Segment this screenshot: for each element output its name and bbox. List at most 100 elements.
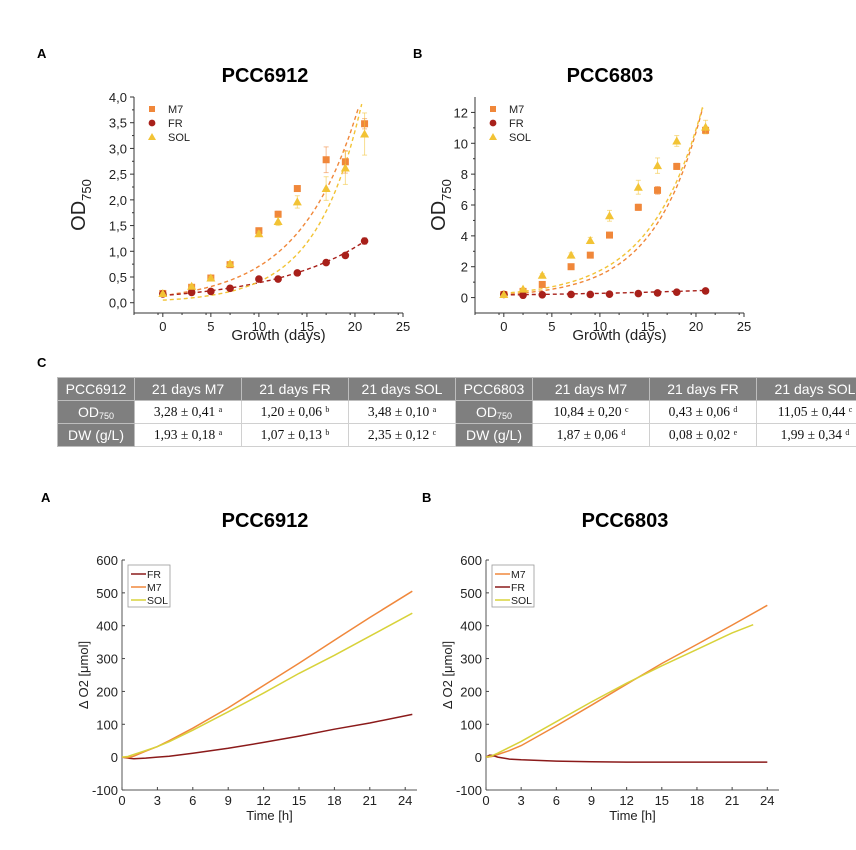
data-point-m7 [567, 263, 575, 271]
x-tick-label: 10 [593, 319, 607, 334]
data-point-sol [566, 250, 576, 259]
y-tick-label: 0 [461, 291, 468, 306]
data-point-fr [360, 237, 369, 245]
table-header-row: PCC6912 21 days M7 21 days FR 21 days SOL PC… [57, 377, 856, 401]
data-point-fr [187, 288, 196, 297]
table-value-cell: 1,20 ± 0,06 b [241, 400, 349, 424]
data-point-sol [360, 129, 370, 138]
panel-label-b-bottom: B [422, 490, 432, 505]
y-tick-label: 4,0 [109, 90, 127, 105]
data-point-fr [274, 275, 282, 283]
legend-label: SOL [509, 132, 531, 144]
x-tick-label: 12 [256, 793, 270, 808]
x-tick-label: 10 [252, 319, 266, 334]
table-value-cell: 0,08 ± 0,02 e [649, 423, 757, 447]
x-tick-label: 15 [300, 319, 314, 334]
data-point-fr [605, 290, 614, 298]
legend-label: M7 [147, 582, 162, 594]
table-header-cell: PCC6912 [57, 377, 135, 401]
legend-label: M7 [168, 104, 183, 116]
y-tick-label: 3,5 [109, 116, 127, 131]
fit-line-sol [162, 103, 363, 301]
legend-marker-m7 [149, 106, 155, 112]
legend-marker-sol [148, 133, 156, 140]
data-point-sol [187, 281, 197, 290]
data-point-sol [585, 235, 595, 244]
x-tick-label: 20 [689, 319, 703, 334]
data-point-fr [255, 275, 263, 283]
y-tick-label: 12 [454, 105, 468, 120]
chart-title: PCC6912 [222, 65, 309, 87]
series-line-fr [485, 754, 768, 763]
legend-label: FR [147, 569, 161, 581]
y-tick-label: 100 [96, 717, 118, 732]
x-tick-label: 15 [641, 319, 655, 334]
y-tick-label: 300 [96, 652, 118, 667]
x-tick-label: 24 [760, 793, 774, 808]
data-point-fr [322, 258, 330, 267]
y-tick-label: 1,5 [109, 219, 127, 234]
y-tick-label: 500 [460, 586, 482, 601]
x-tick-label: 0 [159, 319, 166, 334]
data-point-m7 [654, 186, 662, 194]
data-point-sol [633, 182, 643, 191]
table-value-cell: 1,99 ± 0,34 d [756, 423, 856, 447]
legend-label: FR [511, 582, 525, 594]
results-table: PCC6912 21 days M7 21 days FR 21 days SOL PC… [57, 377, 856, 447]
data-point-fr [293, 269, 302, 277]
table-value-cell: 0,43 ± 0,06 d [649, 400, 757, 424]
x-tick-label: 5 [207, 319, 214, 334]
legend-marker-m7 [490, 106, 496, 112]
x-axis-label: Time [h] [246, 808, 292, 823]
x-tick-label: 24 [398, 793, 412, 808]
data-point-sol [225, 259, 235, 268]
legend-marker-fr [148, 119, 156, 127]
y-tick-label: 2,5 [109, 167, 127, 182]
panel-label-c: C [37, 355, 47, 370]
data-point-m7 [586, 251, 594, 259]
data-point-m7 [606, 231, 613, 239]
y-tick-label: 0 [475, 750, 482, 765]
x-tick-label: 9 [225, 793, 232, 808]
data-point-sol [321, 184, 331, 193]
y-tick-label: 100 [460, 717, 482, 732]
legend-label: SOL [168, 132, 190, 144]
table-value-cell: 1,07 ± 0,13 b [241, 423, 349, 447]
data-point-fr [341, 251, 350, 260]
y-tick-label: 2 [461, 260, 468, 275]
x-tick-label: 6 [553, 793, 560, 808]
x-tick-label: 15 [655, 793, 669, 808]
x-tick-label: 9 [588, 793, 595, 808]
table-row-label: DW (g/L) [455, 423, 533, 447]
legend-box [491, 564, 535, 608]
data-point-sol [292, 197, 302, 206]
x-tick-label: 18 [690, 793, 704, 808]
legend-label: FR [509, 118, 524, 130]
x-tick-label: 25 [737, 319, 751, 334]
data-point-fr [634, 289, 643, 298]
y-tick-label: 6 [461, 198, 468, 213]
table-header-cell: 21 days FR [241, 377, 349, 401]
y-tick-label: 200 [96, 684, 118, 699]
data-point-fr [653, 289, 662, 297]
table-value-cell: 2,35 ± 0,12 c [348, 423, 456, 447]
data-point-sol [672, 136, 682, 145]
x-axis-label: Growth (days) [231, 327, 325, 344]
data-point-fr [207, 287, 215, 296]
table-row: OD750 3,28 ± 0,41 a 1,20 ± 0,06 b 3,48 ± 0,… [57, 400, 856, 424]
legend-label: M7 [509, 104, 524, 116]
data-point-sol [537, 270, 547, 279]
x-tick-label: 5 [548, 319, 555, 334]
y-tick-label: 2,0 [109, 193, 127, 208]
table-row: DW (g/L) 1,93 ± 0,18 a 1,07 ± 0,13 b 2,35 ±… [57, 423, 856, 447]
y-tick-label: 3,0 [109, 141, 127, 156]
data-point-sol [499, 289, 509, 298]
table-row-label: OD750 [57, 400, 135, 424]
y-tick-label: 300 [460, 652, 482, 667]
y-tick-label: -100 [92, 783, 118, 798]
legend-label: M7 [511, 569, 526, 581]
data-point-sol [701, 122, 711, 131]
chart-title: PCC6912 [222, 510, 309, 532]
